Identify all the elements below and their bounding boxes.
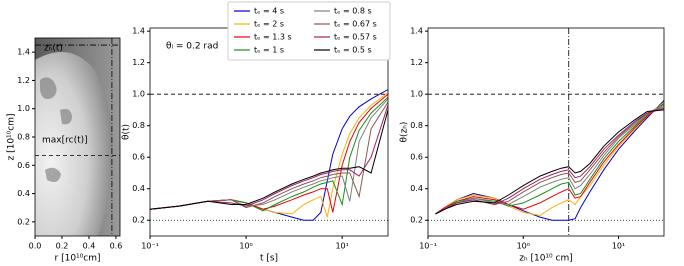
y-tick-label: 1.4 (132, 27, 145, 36)
axes-frame (427, 27, 665, 237)
annotation: zₕ(t) (44, 44, 63, 54)
y-tick-label: 1.2 (132, 58, 145, 67)
annotation: max[rc(t)] (42, 136, 88, 146)
y-tick-label: 0.8 (132, 121, 145, 130)
legend-label: tₑ = 0.67 s (334, 20, 377, 29)
y-tick-label: 0.6 (410, 153, 423, 162)
y-tick-label: 0.4 (132, 184, 145, 193)
y-tick-label: 1.0 (17, 104, 30, 113)
y-tick-label: 0.8 (410, 121, 423, 130)
y-tick-label: 1.0 (132, 90, 145, 99)
series-line (435, 103, 665, 215)
legend-label: tₑ = 1 s (254, 46, 284, 55)
series-line (435, 104, 665, 215)
y-tick-label: 1.0 (410, 90, 423, 99)
x-tick-label: 10⁻¹ (419, 242, 437, 251)
series-line (435, 101, 665, 217)
x-axis-label: r [10¹⁰cm] (55, 254, 101, 264)
y-tick-label: 1.2 (410, 58, 423, 67)
x-tick-label: 10⁰ (239, 242, 252, 251)
x-axis-label: zₕ [10¹⁰ cm] (519, 254, 573, 264)
legend-label: tₑ = 0.5 s (334, 46, 372, 55)
x-tick-label: 10⁰ (517, 242, 530, 251)
x-tick-label: 0.2 (56, 242, 69, 251)
series-line (435, 109, 665, 215)
y-tick-label: 0.6 (17, 161, 30, 170)
simulation-image (35, 38, 120, 236)
series-line (149, 89, 389, 221)
y-axis-label: z [10¹⁰cm] (7, 114, 17, 161)
y-axis-label: θ(t) (122, 124, 132, 140)
x-tick-label: 10¹ (612, 242, 625, 251)
y-tick-label: 0.2 (410, 216, 423, 225)
series-line (149, 109, 389, 210)
y-tick-label: 1.4 (17, 48, 30, 57)
y-tick-label: 0.2 (17, 217, 30, 226)
y-tick-label: 0.4 (17, 189, 30, 198)
legend-label: tₑ = 0.8 s (334, 7, 372, 16)
x-axis-label: t [s] (260, 254, 278, 264)
axes-frame (34, 37, 121, 237)
series-line (149, 105, 389, 210)
series-line (149, 98, 389, 210)
x-tick-label: 10¹ (335, 242, 348, 251)
x-tick-label: 0.0 (29, 242, 42, 251)
series-line (435, 100, 665, 221)
legend-label: tₑ = 2 s (254, 20, 284, 29)
series-line (435, 107, 665, 215)
series-line (149, 101, 389, 210)
y-tick-label: 1.2 (17, 76, 30, 85)
y-tick-label: 0.6 (132, 153, 145, 162)
x-tick-label: 10⁻¹ (141, 242, 159, 251)
y-axis-label: θ(zₕ) (400, 122, 410, 143)
legend-label: tₑ = 0.57 s (334, 33, 377, 42)
x-tick-label: 0.6 (110, 242, 123, 251)
legend-box (227, 1, 391, 61)
legend-label: tₑ = 1.3 s (254, 33, 292, 42)
y-tick-label: 0.8 (17, 133, 30, 142)
series-line (149, 92, 389, 218)
annotation: θₗ = 0.2 rad (166, 42, 218, 52)
legend-label: tₑ = 4 s (254, 7, 284, 16)
y-tick-label: 1.4 (410, 27, 423, 36)
y-tick-label: 0.2 (132, 216, 145, 225)
y-tick-label: 0.4 (410, 184, 423, 193)
x-tick-label: 0.4 (83, 242, 96, 251)
